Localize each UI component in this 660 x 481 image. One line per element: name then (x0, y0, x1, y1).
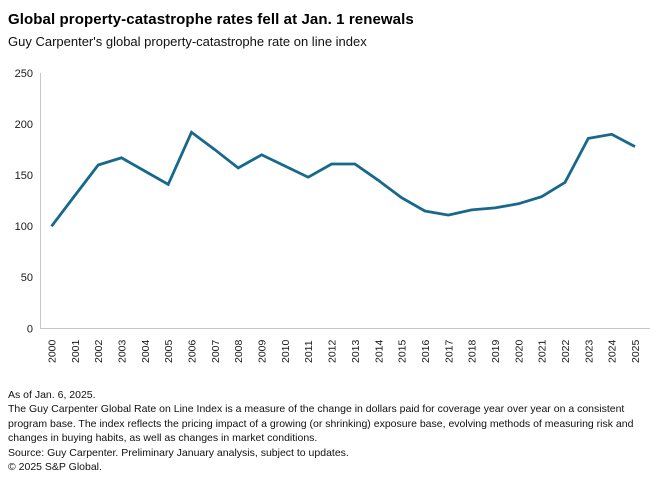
x-axis-tick-label: 2018 (467, 339, 479, 363)
y-axis-tick-label: 0 (27, 323, 33, 335)
x-axis-tick-label: 2004 (140, 339, 152, 363)
y-axis-tick-label: 250 (15, 68, 33, 80)
copyright-note: © 2025 S&P Global. (8, 461, 102, 474)
x-axis-tick-label: 2005 (163, 339, 175, 363)
x-axis-tick-label: 2001 (70, 339, 82, 363)
x-axis-tick-label: 2022 (560, 339, 572, 363)
y-axis-tick-label: 50 (21, 272, 33, 284)
x-axis-tick-label: 2003 (117, 339, 129, 363)
page-subtitle: Guy Carpenter's global property-catastro… (8, 34, 367, 49)
x-axis-tick-label: 2012 (327, 339, 339, 363)
x-axis-tick-label: 2000 (47, 339, 59, 363)
x-axis-tick-label: 2008 (233, 339, 245, 363)
footnotes: As of Jan. 6, 2025. The Guy Carpenter Gl… (8, 388, 656, 474)
x-axis-tick-label: 2014 (373, 339, 385, 363)
y-axis-tick-label: 100 (15, 221, 33, 233)
x-axis-tick-label: 2002 (93, 339, 105, 363)
y-axis-tick-label: 200 (15, 119, 33, 131)
x-axis-tick-label: 2013 (350, 339, 362, 363)
x-axis-tick-label: 2011 (303, 340, 315, 363)
x-axis-tick-label: 2020 (513, 339, 525, 363)
x-axis-tick-label: 2019 (490, 339, 502, 363)
y-axis-tick-label: 150 (15, 170, 33, 182)
x-axis-tick-label: 2025 (630, 339, 642, 363)
source-note: Source: Guy Carpenter. Preliminary Janua… (8, 446, 349, 459)
x-axis-tick-label: 2017 (443, 339, 455, 363)
as-of-note: As of Jan. 6, 2025. (8, 389, 96, 401)
x-axis-tick-label: 2009 (257, 339, 269, 363)
x-axis-tick-label: 2007 (210, 339, 222, 363)
x-axis-tick-label: 2016 (420, 339, 432, 363)
x-axis-tick-label: 2015 (397, 339, 409, 363)
rate-on-line-index-line (50, 130, 636, 228)
page-title: Global property-catastrophe rates fell a… (8, 11, 414, 28)
rate-line-chart: 0 50 100 150 200 250 2000 2001 2002 2003 2004 2005 2… (15, 68, 650, 363)
index-description: The Guy Carpenter Global Rate on Line In… (8, 403, 634, 445)
x-axis-tick-label: 2021 (537, 339, 549, 363)
x-axis-tick-label: 2023 (583, 339, 595, 363)
x-axis-tick-label: 2024 (607, 339, 619, 363)
x-axis-tick-label: 2006 (187, 339, 199, 363)
x-axis-tick-label: 2010 (280, 339, 292, 363)
